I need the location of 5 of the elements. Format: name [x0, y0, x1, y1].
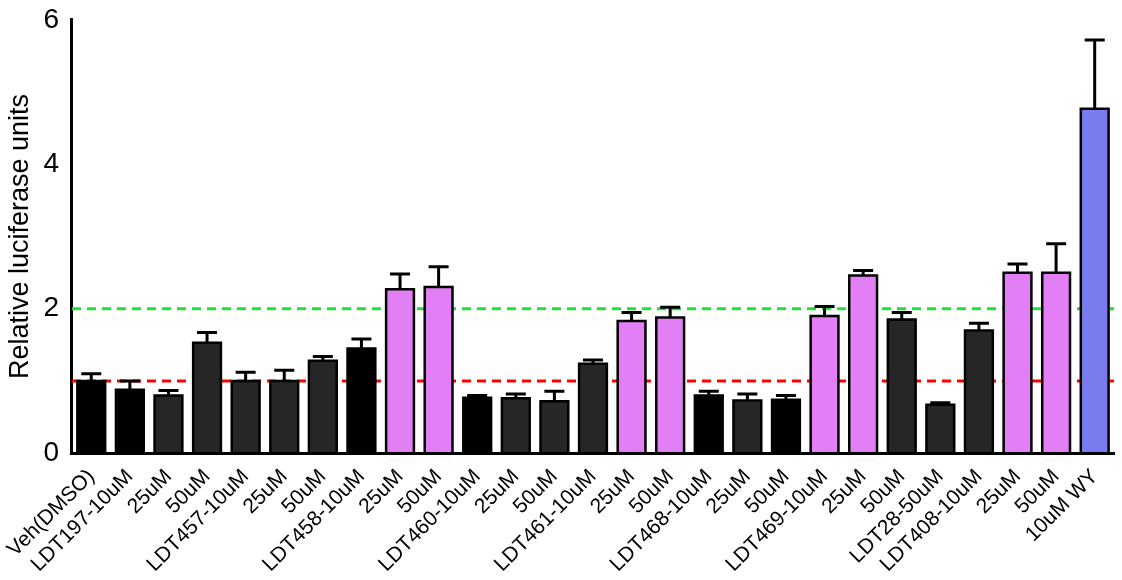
y-tick-label: 4: [43, 147, 59, 179]
y-tick-label: 6: [43, 2, 59, 34]
y-tick-label: 0: [43, 435, 59, 467]
y-axis-title: Relative luciferase units: [3, 93, 34, 380]
y-tick-label: 2: [43, 291, 59, 323]
